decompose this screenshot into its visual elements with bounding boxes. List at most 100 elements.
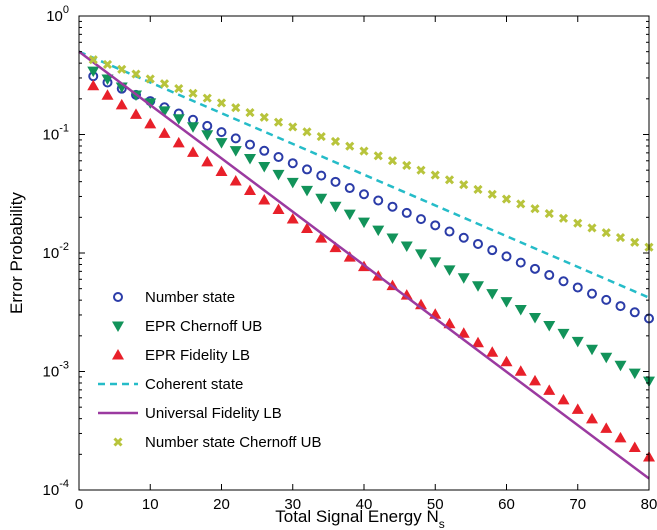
data-point <box>571 336 584 348</box>
data-point <box>244 154 256 165</box>
data-point <box>401 207 412 218</box>
series-line <box>78 50 650 299</box>
data-point <box>302 127 312 137</box>
x-axis-label: Total Signal Energy Ns <box>275 507 444 530</box>
data-point <box>628 441 641 452</box>
data-point <box>286 177 299 189</box>
x-tick-label: 0 <box>75 496 83 513</box>
data-point <box>258 193 271 205</box>
data-point <box>372 225 385 237</box>
legend-label: Universal Fidelity LB <box>145 405 282 422</box>
data-point <box>229 174 242 186</box>
data-point <box>202 93 212 103</box>
data-point <box>557 393 570 405</box>
series-number-state <box>88 71 654 324</box>
data-point <box>514 365 527 376</box>
legend: Number state EPR Chernoff UB EPR Fidelity … <box>98 289 321 451</box>
y-tick-exponent: -4 <box>59 478 69 490</box>
series-number-state-chernoff-ub <box>88 55 654 252</box>
series-coherent-state <box>78 50 650 299</box>
data-point <box>400 289 413 300</box>
data-point <box>516 199 526 209</box>
data-point <box>615 301 626 312</box>
data-point <box>572 282 583 293</box>
data-point <box>387 156 398 166</box>
data-point <box>587 288 597 299</box>
data-point <box>629 307 640 318</box>
data-point <box>316 132 326 142</box>
legend-swatch <box>113 437 123 447</box>
x-tick-label: 70 <box>569 496 586 513</box>
data-point <box>302 164 312 175</box>
legend-label: Coherent state <box>145 376 243 393</box>
x-tick-label: 20 <box>213 496 230 513</box>
data-point <box>557 328 570 340</box>
data-point <box>201 130 214 141</box>
data-point <box>373 195 384 206</box>
data-point <box>529 313 541 324</box>
data-point <box>215 165 228 176</box>
legend-item-coherent-state: Coherent state <box>98 376 243 393</box>
data-point <box>487 189 497 199</box>
legend-item-epr-chernoff-ub: EPR Chernoff UB <box>112 318 262 335</box>
data-point <box>315 193 328 205</box>
legend-label: Number state Chernoff UB <box>145 434 321 451</box>
legend-swatch <box>112 321 124 332</box>
data-point <box>587 223 597 233</box>
data-point <box>515 257 526 268</box>
data-point <box>187 146 199 157</box>
data-point <box>402 160 412 170</box>
data-point <box>601 294 612 305</box>
data-point <box>400 241 413 252</box>
y-tick-label: 10-1 <box>43 123 69 144</box>
data-point <box>543 384 556 395</box>
data-point <box>158 106 171 117</box>
data-point <box>614 431 627 443</box>
data-point <box>343 209 356 221</box>
data-point <box>144 117 157 129</box>
data-point <box>330 136 341 146</box>
data-point <box>187 122 199 133</box>
data-point <box>443 265 456 276</box>
data-point <box>345 141 355 151</box>
y-tick-exponent: -3 <box>59 360 69 372</box>
data-point <box>230 133 241 144</box>
data-point <box>387 201 398 212</box>
data-point <box>514 305 527 316</box>
data-point <box>329 201 342 213</box>
data-point <box>216 127 227 138</box>
data-point <box>472 336 484 348</box>
data-point <box>101 74 114 86</box>
data-point <box>273 117 284 127</box>
data-point <box>386 233 399 245</box>
legend-swatch <box>112 349 124 360</box>
data-point <box>172 114 185 125</box>
data-point <box>429 257 442 268</box>
data-point <box>130 108 142 119</box>
data-point <box>131 69 141 79</box>
data-point <box>359 146 369 156</box>
x-tick-label: 80 <box>641 496 657 513</box>
x-tick-label: 50 <box>427 496 444 513</box>
data-point <box>215 138 228 149</box>
data-point <box>586 344 598 356</box>
y-tick-base: 10 <box>43 127 60 144</box>
series-line <box>78 50 650 480</box>
legend-item-epr-fidelity-lb: EPR Fidelity LB <box>112 347 250 364</box>
data-point <box>486 346 499 357</box>
data-point <box>273 151 284 162</box>
x-tick-label: 60 <box>498 496 515 513</box>
x-axis-label-main: Total Signal Energy N <box>275 507 438 526</box>
legend-item-universal-fidelity-lb: Universal Fidelity LB <box>98 405 282 422</box>
data-point <box>231 103 241 113</box>
data-point <box>573 218 583 228</box>
data-point <box>500 297 513 308</box>
y-tick-base: 10 <box>43 364 60 381</box>
data-point <box>288 122 298 132</box>
data-point <box>415 249 427 260</box>
data-point <box>159 79 170 89</box>
data-point <box>301 222 313 234</box>
data-point <box>272 203 285 215</box>
data-point <box>543 320 556 332</box>
